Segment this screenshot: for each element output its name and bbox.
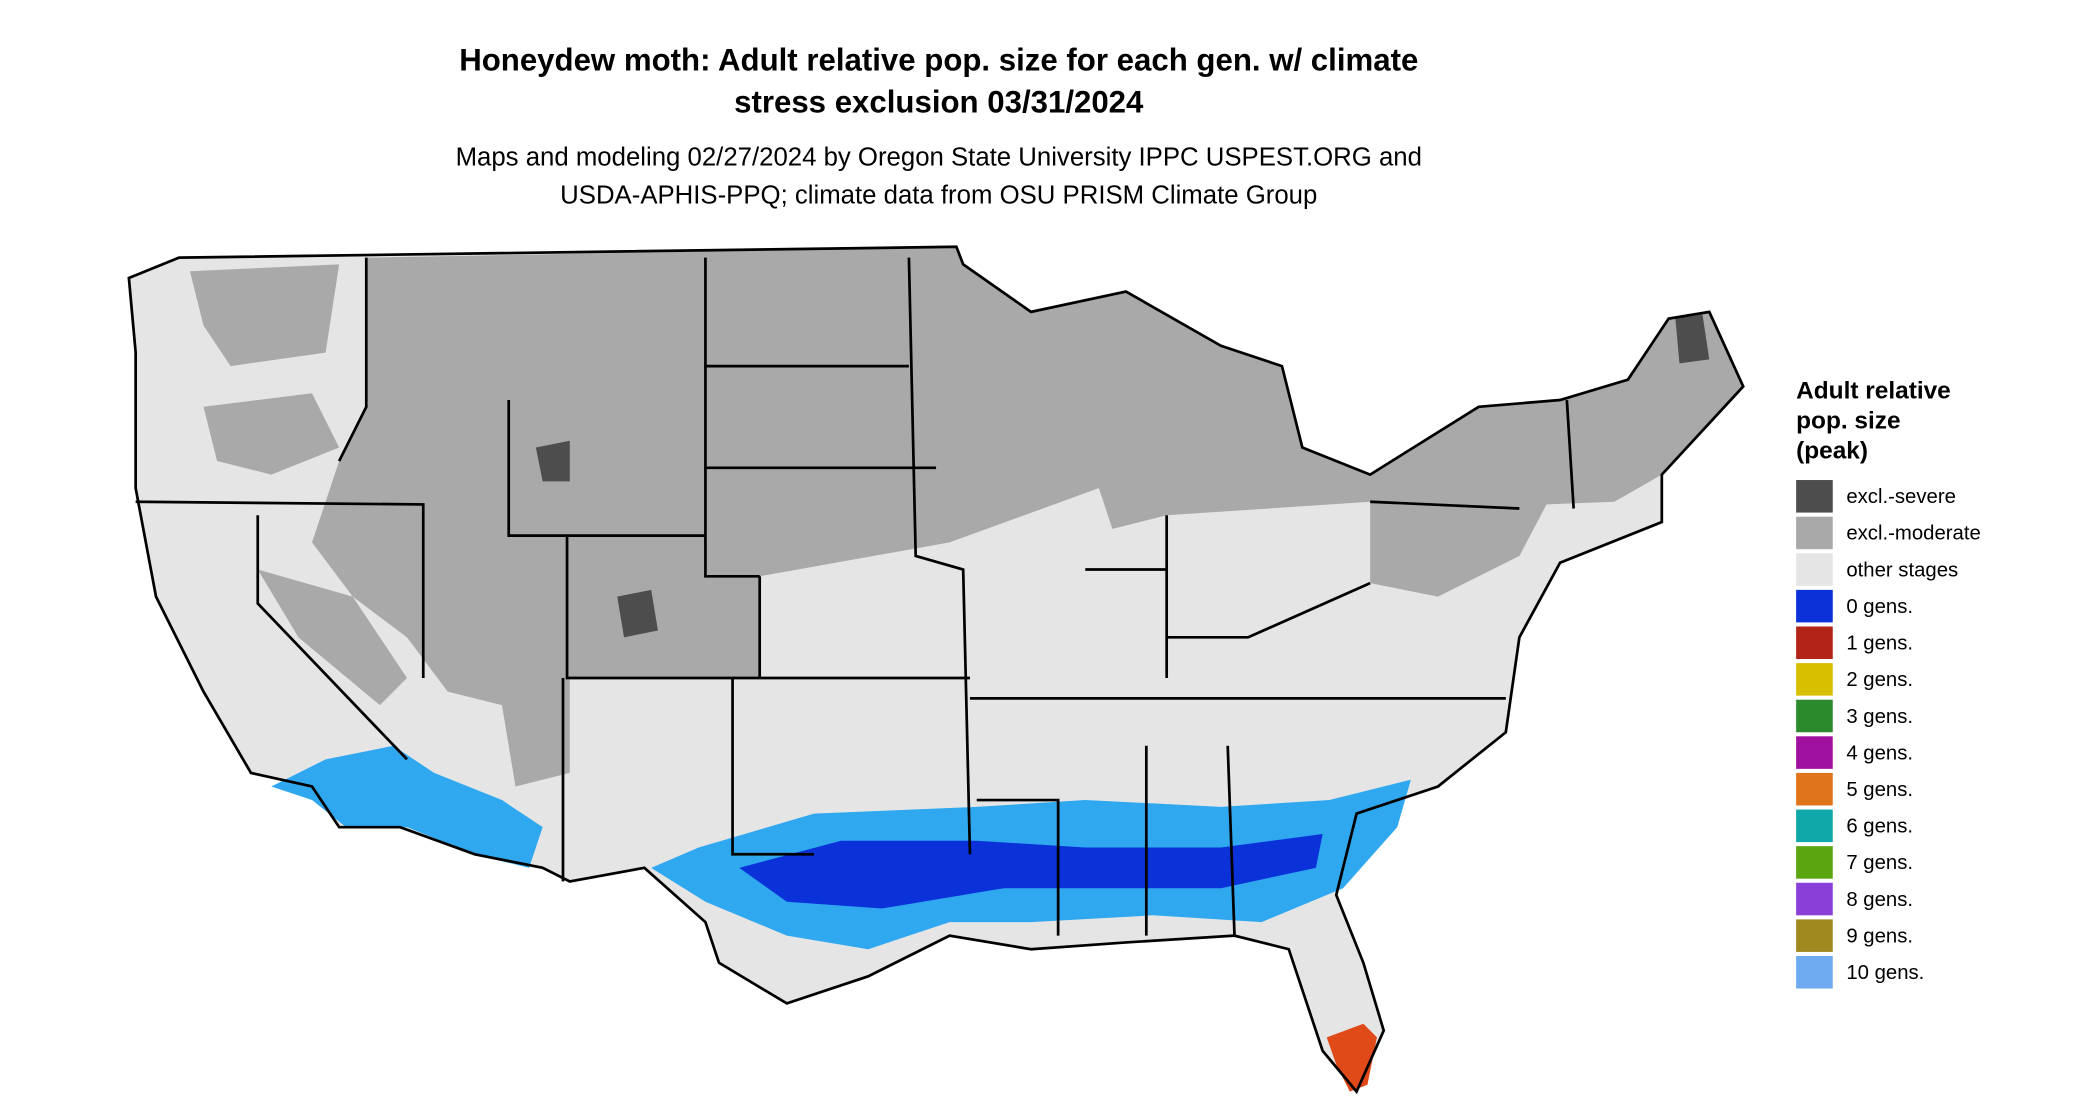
legend-title: pop. size xyxy=(1796,408,1900,435)
title-line: Honeydew moth: Adult relative pop. size … xyxy=(459,43,1418,78)
legend-swatch xyxy=(1796,626,1833,660)
legend-swatch xyxy=(1796,772,1833,806)
legend-swatch xyxy=(1796,516,1833,550)
moderate-patch xyxy=(203,393,340,475)
legend-swatch xyxy=(1796,919,1833,952)
subtitle-line: USDA-APHIS-PPQ; climate data from OSU PR… xyxy=(560,181,1317,209)
legend-label: 2 gens. xyxy=(1846,669,1913,691)
subtitle-line: Maps and modeling 02/27/2024 by Oregon S… xyxy=(456,143,1422,171)
legend-label: 7 gens. xyxy=(1846,852,1913,874)
legend-swatch xyxy=(1796,809,1833,843)
legend-swatch xyxy=(1796,589,1833,623)
legend-label: 6 gens. xyxy=(1846,816,1913,838)
legend-swatch xyxy=(1796,882,1833,916)
legend-label: 10 gens. xyxy=(1846,962,1924,984)
moderate-patch xyxy=(257,569,407,706)
legend-label: excl.-severe xyxy=(1846,486,1956,508)
legend-swatch xyxy=(1796,736,1833,769)
severe-patch xyxy=(617,589,658,638)
legend-label: 0 gens. xyxy=(1846,596,1913,618)
moderate-region xyxy=(312,246,1744,787)
us-map xyxy=(127,245,1745,1095)
legend-label: 9 gens. xyxy=(1846,925,1913,947)
legend-swatch xyxy=(1796,699,1833,733)
legend-swatch xyxy=(1796,846,1833,879)
legend-label: excl.-moderate xyxy=(1846,523,1980,545)
legend-title: Adult relative xyxy=(1796,378,1951,405)
legend: Adult relative pop. size(peak) excl.-sever… xyxy=(1796,378,1981,989)
legend-label: 8 gens. xyxy=(1846,889,1913,911)
severe-patch xyxy=(1675,314,1710,364)
moderate-patch xyxy=(189,264,340,367)
legend-swatch xyxy=(1796,955,1833,989)
legend-title: (peak) xyxy=(1796,437,1868,464)
legend-label: other stages xyxy=(1846,559,1958,581)
legend-label: 1 gens. xyxy=(1846,633,1913,655)
blue-band xyxy=(739,833,1323,909)
severe-patch xyxy=(535,440,570,482)
us-outline xyxy=(127,245,1745,1095)
legend-swatch xyxy=(1796,480,1833,513)
west-blue xyxy=(271,745,543,868)
state-line xyxy=(135,257,1575,936)
state-borders xyxy=(127,245,1745,1095)
legend-label: 3 gens. xyxy=(1846,706,1913,728)
legend-label: 5 gens. xyxy=(1846,779,1913,801)
legend-swatch xyxy=(1796,663,1833,696)
legend-swatch xyxy=(1796,553,1833,586)
legend-label: 4 gens. xyxy=(1846,742,1913,764)
title-line: stress exclusion 03/31/2024 xyxy=(734,85,1144,120)
